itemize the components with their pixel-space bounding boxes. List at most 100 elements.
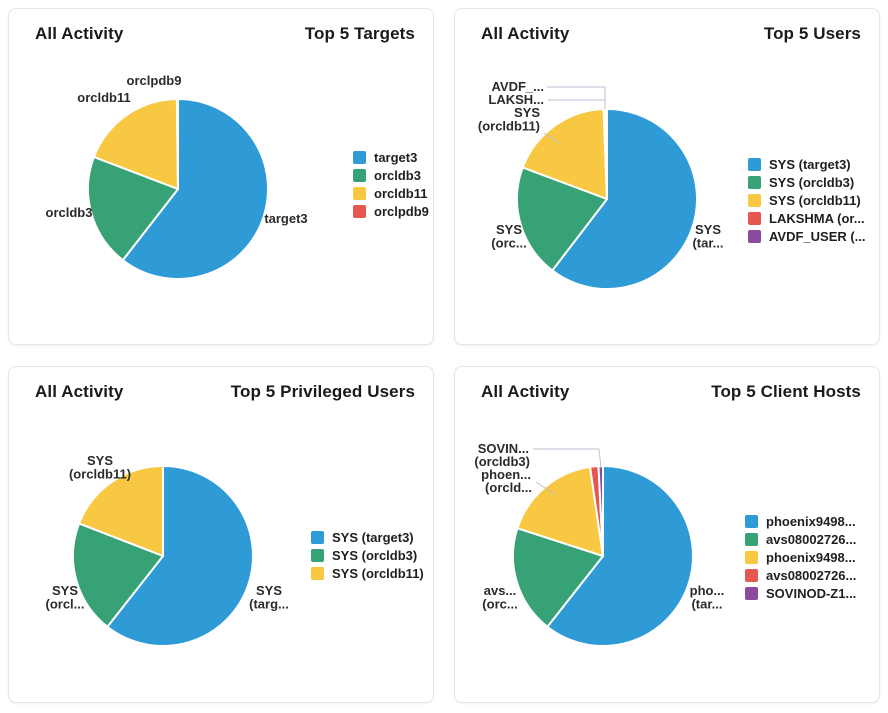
- pie-slice[interactable]: [512, 527, 604, 628]
- legend-item[interactable]: LAKSHMA (or...: [748, 212, 866, 225]
- card-top-5-privileged-users: All Activity Top 5 Privileged Users SYS(…: [8, 366, 434, 703]
- slice-label: phoen...: [481, 467, 531, 482]
- pie-slice[interactable]: [604, 107, 608, 200]
- slice-label: LAKSH...: [488, 92, 544, 107]
- slice-label: SYS: [256, 583, 282, 598]
- pie-svg: orclpdb9 orcldb11 orcldb3 target3: [46, 73, 308, 280]
- legend-item[interactable]: AVDF_USER (...: [748, 230, 866, 243]
- legend-label: SYS (target3): [332, 530, 414, 545]
- slice-label: (orc...: [491, 236, 526, 251]
- legend-swatch-icon: [353, 169, 366, 182]
- legend-label: AVDF_USER (...: [769, 229, 866, 244]
- legend-item[interactable]: avs08002726...: [745, 533, 856, 546]
- slice-label: (orcldb11): [69, 467, 131, 482]
- pie-slice[interactable]: [121, 98, 269, 280]
- slice-label: (tar...: [692, 236, 723, 251]
- legend-item[interactable]: orcldb3: [353, 169, 429, 182]
- card-title: Top 5 Client Hosts: [711, 382, 861, 401]
- slice-label: (orc...: [482, 597, 517, 612]
- legend-label: phoenix9498...: [766, 514, 856, 529]
- pie-slice[interactable]: [87, 155, 179, 262]
- legend-label: orcldb3: [374, 168, 421, 183]
- legend-swatch-icon: [748, 212, 761, 225]
- label-leader-line: [535, 481, 557, 496]
- legend-swatch-icon: [353, 205, 366, 218]
- legend-item[interactable]: SYS (orcldb11): [748, 194, 866, 207]
- legend-item[interactable]: SYS (orcldb3): [748, 176, 866, 189]
- chart-legend: phoenix9498... avs08002726... phoenix9498.…: [745, 515, 856, 605]
- legend-item[interactable]: SYS (orcldb11): [311, 567, 424, 580]
- legend-item[interactable]: avs08002726...: [745, 569, 856, 582]
- legend-item[interactable]: target3: [353, 151, 429, 164]
- slice-label: orcldb11: [77, 90, 130, 105]
- legend-item[interactable]: SOVINOD-Z1...: [745, 587, 856, 600]
- slice-label: SYS: [87, 453, 113, 468]
- pie-slice[interactable]: [106, 465, 254, 647]
- legend-swatch-icon: [748, 230, 761, 243]
- pie-slice[interactable]: [78, 465, 164, 557]
- slice-label: SYS: [514, 105, 540, 120]
- legend-item[interactable]: orclpdb9: [353, 205, 429, 218]
- legend-label: LAKSHMA (or...: [769, 211, 865, 226]
- pie-slice[interactable]: [521, 108, 608, 200]
- pie-slice[interactable]: [72, 522, 164, 628]
- card-title: Top 5 Targets: [304, 24, 415, 43]
- legend-label: orcldb11: [374, 186, 428, 201]
- legend-swatch-icon: [311, 567, 324, 580]
- slice-label: SYS: [695, 222, 721, 237]
- card-top-5-targets: All Activity Top 5 Targets orclpdb9 orcld…: [8, 8, 434, 345]
- card-header: All Activity Top 5 Users: [455, 9, 879, 57]
- legend-label: phoenix9498...: [766, 550, 856, 565]
- legend-swatch-icon: [748, 176, 761, 189]
- legend-label: SYS (orcldb11): [332, 566, 424, 581]
- slice-label: (orcld...: [485, 480, 532, 495]
- card-header: All Activity Top 5 Privileged Users: [9, 367, 433, 415]
- pie-slice[interactable]: [516, 465, 604, 557]
- label-leader-line: [548, 99, 606, 109]
- legend-label: orclpdb9: [374, 204, 429, 219]
- label-leader-line: [543, 132, 560, 144]
- legend-swatch-icon: [748, 194, 761, 207]
- pie-slice[interactable]: [546, 465, 694, 647]
- pie-slice[interactable]: [175, 98, 179, 190]
- card-subtitle: All Activity: [35, 24, 124, 43]
- legend-swatch-icon: [311, 549, 324, 562]
- legend-label: SYS (orcldb3): [332, 548, 418, 563]
- chart-legend: target3 orcldb3 orcldb11 orclpdb9: [353, 151, 429, 223]
- legend-swatch-icon: [745, 587, 758, 600]
- legend-swatch-icon: [745, 515, 758, 528]
- legend-swatch-icon: [745, 569, 758, 582]
- pie-chart-top-5-client-hosts: SOVIN... (orcldb3) phoen... (orcld... avs...…: [455, 415, 879, 702]
- pie-svg: SYS(orcldb11)SYS(orcl...SYS(targ...: [45, 453, 289, 647]
- legend-label: avs08002726...: [766, 568, 857, 583]
- slice-label: (orcldb3): [474, 454, 530, 469]
- label-leader-line: [547, 86, 606, 109]
- legend-item[interactable]: phoenix9498...: [745, 515, 856, 528]
- slice-label: avs...: [484, 583, 517, 598]
- slice-label: orclpdb9: [127, 73, 182, 88]
- pie-slice[interactable]: [551, 108, 698, 290]
- legend-swatch-icon: [748, 158, 761, 171]
- slice-label: orcldb3: [46, 205, 93, 220]
- pie-svg: AVDF_...LAKSH...SYS(orcldb11)SYS(orc...S…: [478, 79, 724, 290]
- legend-label: SYS (orcldb3): [769, 175, 855, 190]
- card-title: Top 5 Privileged Users: [230, 382, 415, 401]
- slice-label: (orcldb11): [478, 119, 540, 134]
- legend-item[interactable]: SYS (target3): [311, 531, 424, 544]
- card-subtitle: All Activity: [481, 382, 570, 401]
- pie-slice[interactable]: [516, 166, 608, 272]
- card-title: Top 5 Users: [763, 24, 861, 43]
- legend-item[interactable]: phoenix9498...: [745, 551, 856, 564]
- legend-swatch-icon: [311, 531, 324, 544]
- card-subtitle: All Activity: [35, 382, 124, 401]
- card-top-5-client-hosts: All Activity Top 5 Client Hosts SOVIN...…: [454, 366, 880, 703]
- slice-label: SOVIN...: [478, 441, 529, 456]
- slice-label: (tar...: [691, 597, 722, 612]
- legend-item[interactable]: orcldb11: [353, 187, 429, 200]
- pie-slice[interactable]: [92, 98, 179, 190]
- slice-label: (orcl...: [45, 597, 84, 612]
- slice-label: SYS: [496, 222, 522, 237]
- legend-item[interactable]: SYS (orcldb3): [311, 549, 424, 562]
- legend-item[interactable]: SYS (target3): [748, 158, 866, 171]
- label-leader-line: [533, 448, 602, 469]
